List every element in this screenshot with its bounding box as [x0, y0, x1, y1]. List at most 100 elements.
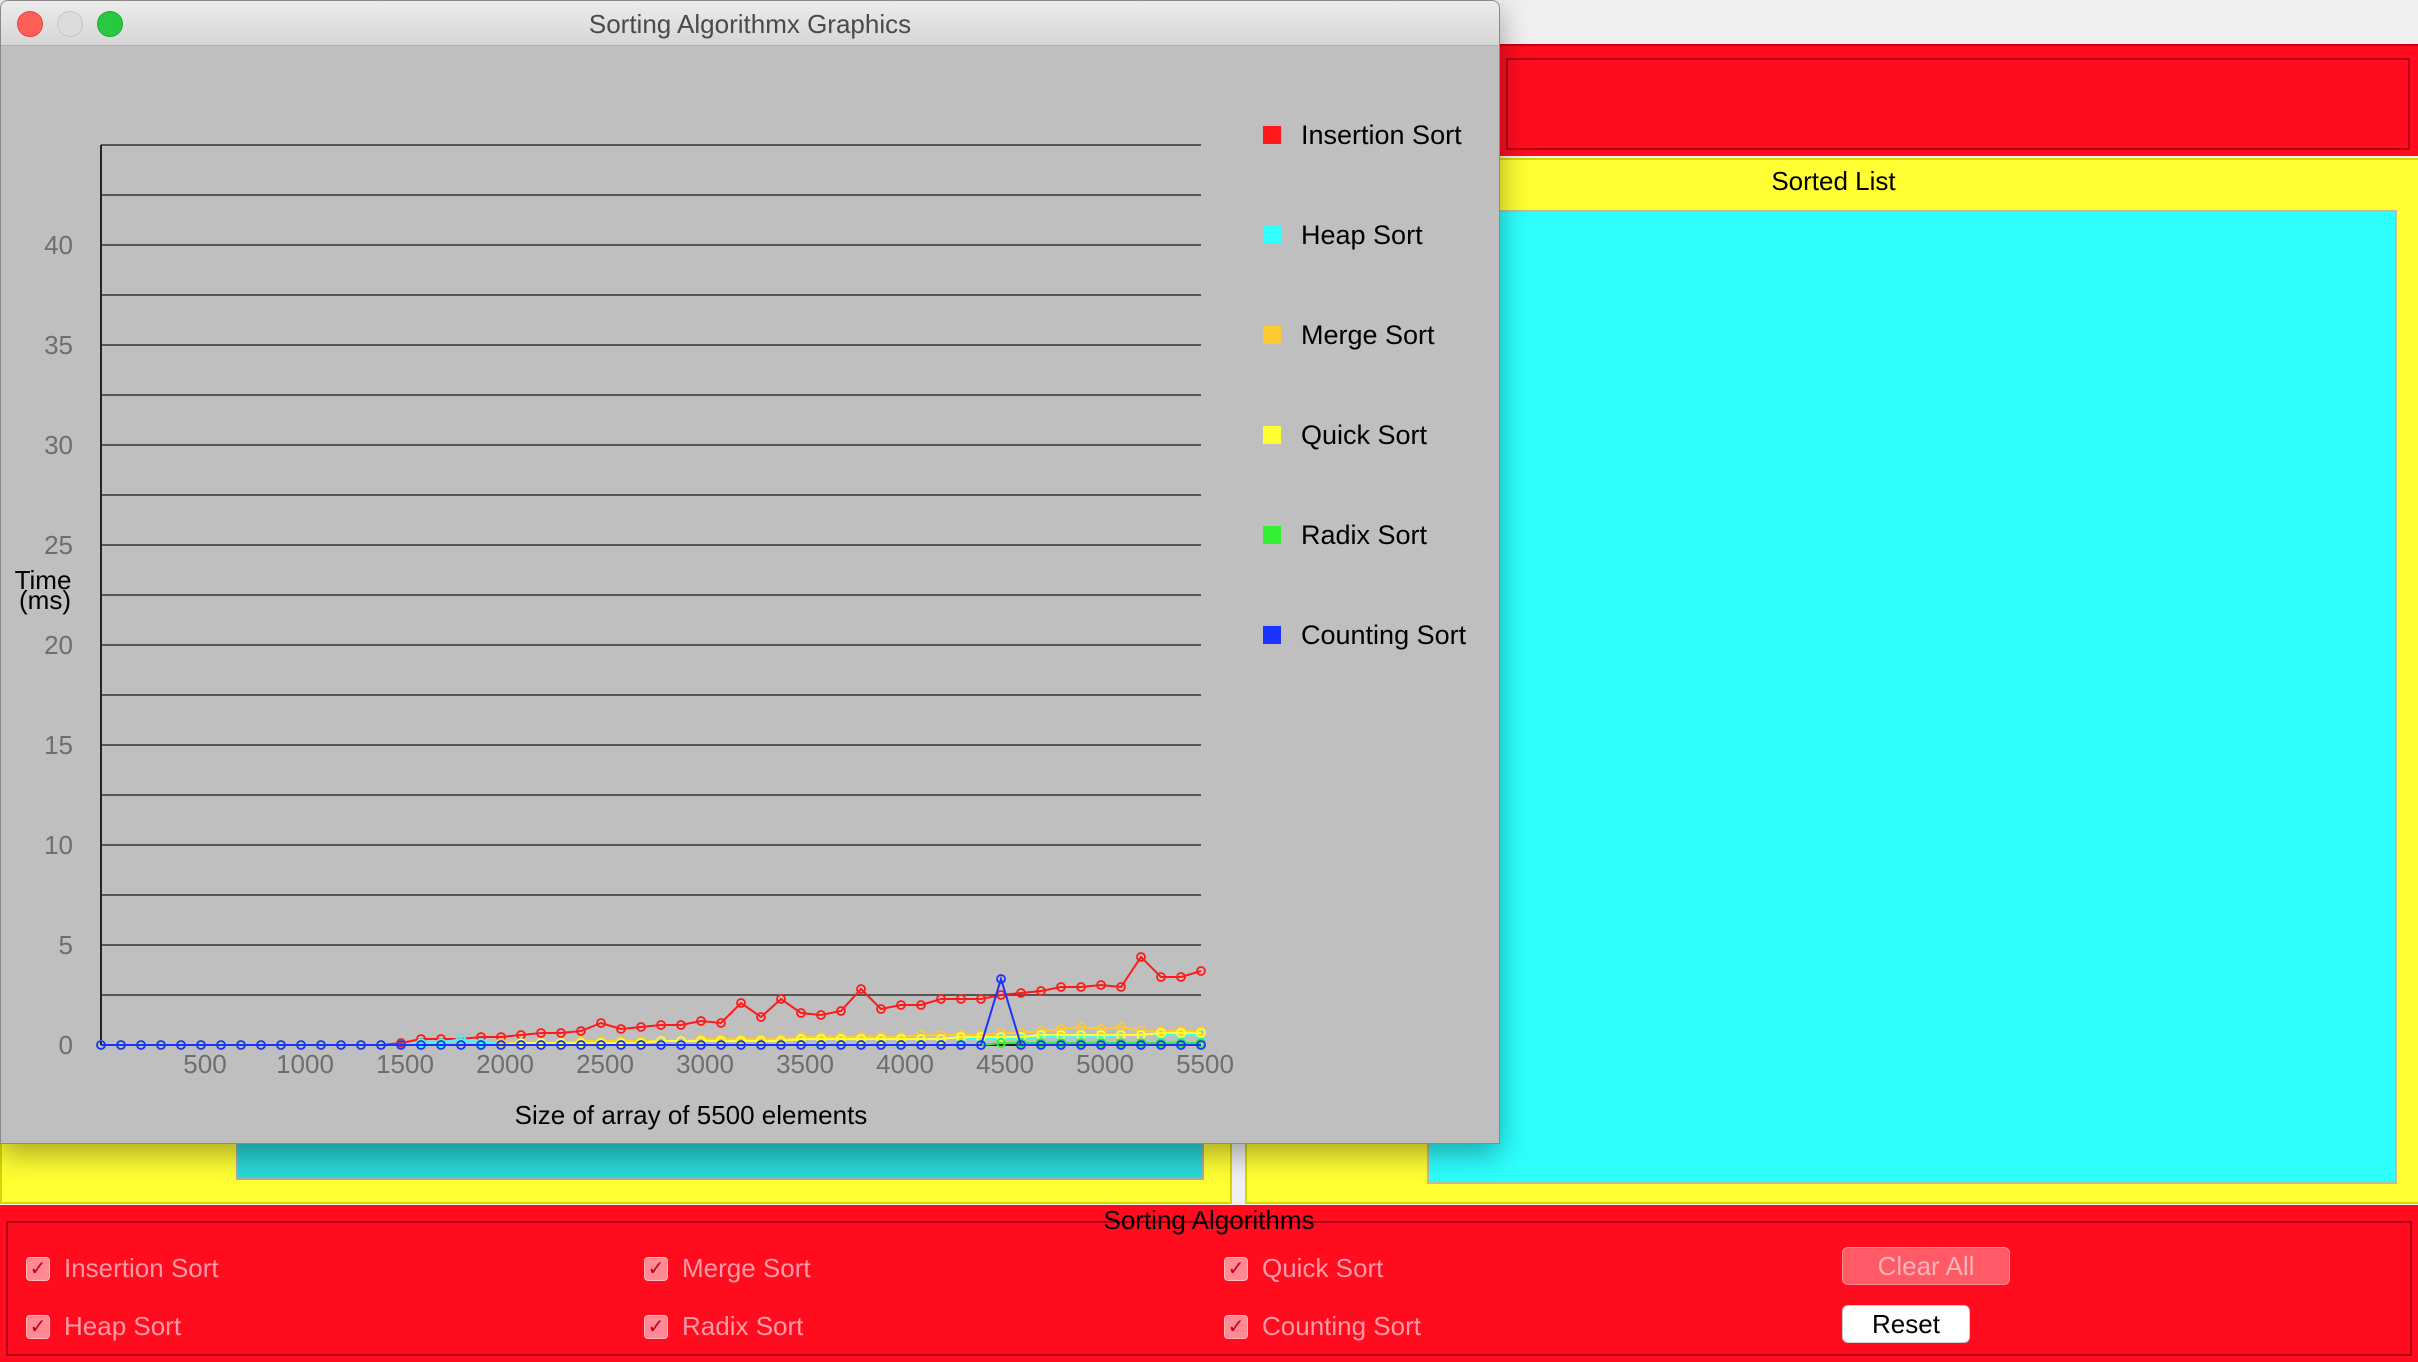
data-point: [1056, 982, 1066, 992]
data-point: [1096, 1024, 1106, 1034]
unsorted-list-area[interactable]: [236, 1140, 1204, 1180]
data-point: [676, 1040, 686, 1050]
checkbox-label: Radix Sort: [682, 1311, 804, 1341]
y-tick-label: 5: [59, 930, 73, 960]
data-point: [556, 1040, 566, 1050]
checkmark-icon: ✓: [26, 1256, 50, 1281]
data-point: [756, 1012, 766, 1022]
y-tick-label: 20: [44, 630, 73, 660]
performance-chart: 0 5 10 15 20 25 30 35 40 500 1000 1500 2000 2500 3000…: [15, 120, 1467, 1130]
data-point: [936, 1034, 946, 1044]
data-point: [1156, 1040, 1166, 1050]
x-tick-label: 1500: [376, 1049, 434, 1079]
data-point: [1096, 980, 1106, 990]
legend-item: Insertion Sort: [1263, 120, 1462, 150]
data-point: [1156, 1028, 1166, 1038]
sorting-algorithms-title: Sorting Algorithms: [1103, 1205, 1315, 1235]
data-point: [136, 1040, 146, 1050]
data-point: [356, 1040, 366, 1050]
clear-all-button[interactable]: Clear All: [1842, 1247, 2010, 1285]
data-point: [956, 994, 966, 1004]
y-tick-label: 0: [59, 1030, 73, 1060]
data-point: [796, 1040, 806, 1050]
y-tick-label: 15: [44, 730, 73, 760]
checkbox-merge-sort[interactable]: ✓ Merge Sort: [644, 1253, 811, 1284]
chart-series: [96, 952, 1206, 1050]
checkbox-counting-sort[interactable]: ✓ Counting Sort: [1224, 1311, 1421, 1342]
data-point: [996, 974, 1006, 984]
x-tick-label: 3000: [676, 1049, 734, 1079]
legend-label: Radix Sort: [1301, 520, 1428, 550]
reset-button[interactable]: Reset: [1842, 1305, 1970, 1343]
y-tick-label: 10: [44, 830, 73, 860]
x-tick-label: 3500: [776, 1049, 834, 1079]
data-point: [436, 1040, 446, 1050]
legend-label: Heap Sort: [1301, 220, 1423, 250]
series-counting-sort: [96, 974, 1206, 1050]
data-point: [816, 1040, 826, 1050]
data-point: [636, 1040, 646, 1050]
y-tick-label: 40: [44, 230, 73, 260]
data-point: [896, 1040, 906, 1050]
top-red-panel: [1498, 44, 2418, 156]
data-point: [536, 1028, 546, 1038]
checkbox-quick-sort[interactable]: ✓ Quick Sort: [1224, 1253, 1383, 1284]
checkbox-insertion-sort[interactable]: ✓ Insertion Sort: [26, 1253, 219, 1284]
data-point: [96, 1040, 106, 1050]
checkbox-label: Counting Sort: [1262, 1311, 1421, 1341]
checkbox-radix-sort[interactable]: ✓ Radix Sort: [644, 1311, 803, 1342]
data-point: [596, 1040, 606, 1050]
legend-label: Quick Sort: [1301, 420, 1428, 450]
data-point: [916, 1000, 926, 1010]
data-point: [1076, 982, 1086, 992]
checkbox-heap-sort[interactable]: ✓ Heap Sort: [26, 1311, 181, 1342]
data-point: [996, 1032, 1006, 1042]
data-point: [1036, 1040, 1046, 1050]
data-point: [236, 1040, 246, 1050]
data-point: [216, 1040, 226, 1050]
data-point: [996, 1038, 1006, 1048]
maximize-window-button[interactable]: [97, 11, 123, 37]
legend-swatch: [1263, 126, 1281, 144]
data-point: [496, 1040, 506, 1050]
data-point: [556, 1028, 566, 1038]
legend-item: Merge Sort: [1263, 320, 1435, 350]
data-point: [396, 1040, 406, 1050]
y-axis-unit-label: (ms): [19, 585, 71, 615]
sorted-list-area[interactable]: [1427, 210, 2397, 1184]
data-point: [736, 1040, 746, 1050]
minimize-window-button[interactable]: [57, 11, 83, 37]
legend-swatch: [1263, 326, 1281, 344]
checkmark-icon: ✓: [26, 1314, 50, 1339]
data-point: [1196, 1028, 1206, 1038]
checkmark-icon: ✓: [1224, 1314, 1248, 1339]
data-point: [1056, 1040, 1066, 1050]
data-point: [836, 1006, 846, 1016]
data-point: [776, 1040, 786, 1050]
legend-item: Counting Sort: [1263, 620, 1467, 650]
data-point: [1156, 972, 1166, 982]
top-red-panel-border: [1506, 58, 2410, 150]
x-tick-label: 4500: [976, 1049, 1034, 1079]
data-point: [1116, 982, 1126, 992]
data-point: [1036, 986, 1046, 996]
close-window-button[interactable]: [17, 11, 43, 37]
data-point: [256, 1040, 266, 1050]
data-point: [516, 1040, 526, 1050]
legend-swatch: [1263, 426, 1281, 444]
data-point: [776, 994, 786, 1004]
data-point: [476, 1040, 486, 1050]
data-point: [656, 1040, 666, 1050]
data-point: [176, 1040, 186, 1050]
y-tick-label: 25: [44, 530, 73, 560]
checkmark-icon: ✓: [644, 1314, 668, 1339]
data-point: [796, 1034, 806, 1044]
data-point: [856, 1040, 866, 1050]
data-point: [696, 1016, 706, 1026]
legend-item: Radix Sort: [1263, 520, 1428, 550]
data-point: [856, 1034, 866, 1044]
sorted-list-title: Sorted List: [1771, 166, 1896, 196]
y-axis-label: Time: [15, 565, 72, 595]
data-point: [936, 1040, 946, 1050]
window-titlebar[interactable]: Sorting Algorithmx Graphics: [1, 1, 1499, 46]
